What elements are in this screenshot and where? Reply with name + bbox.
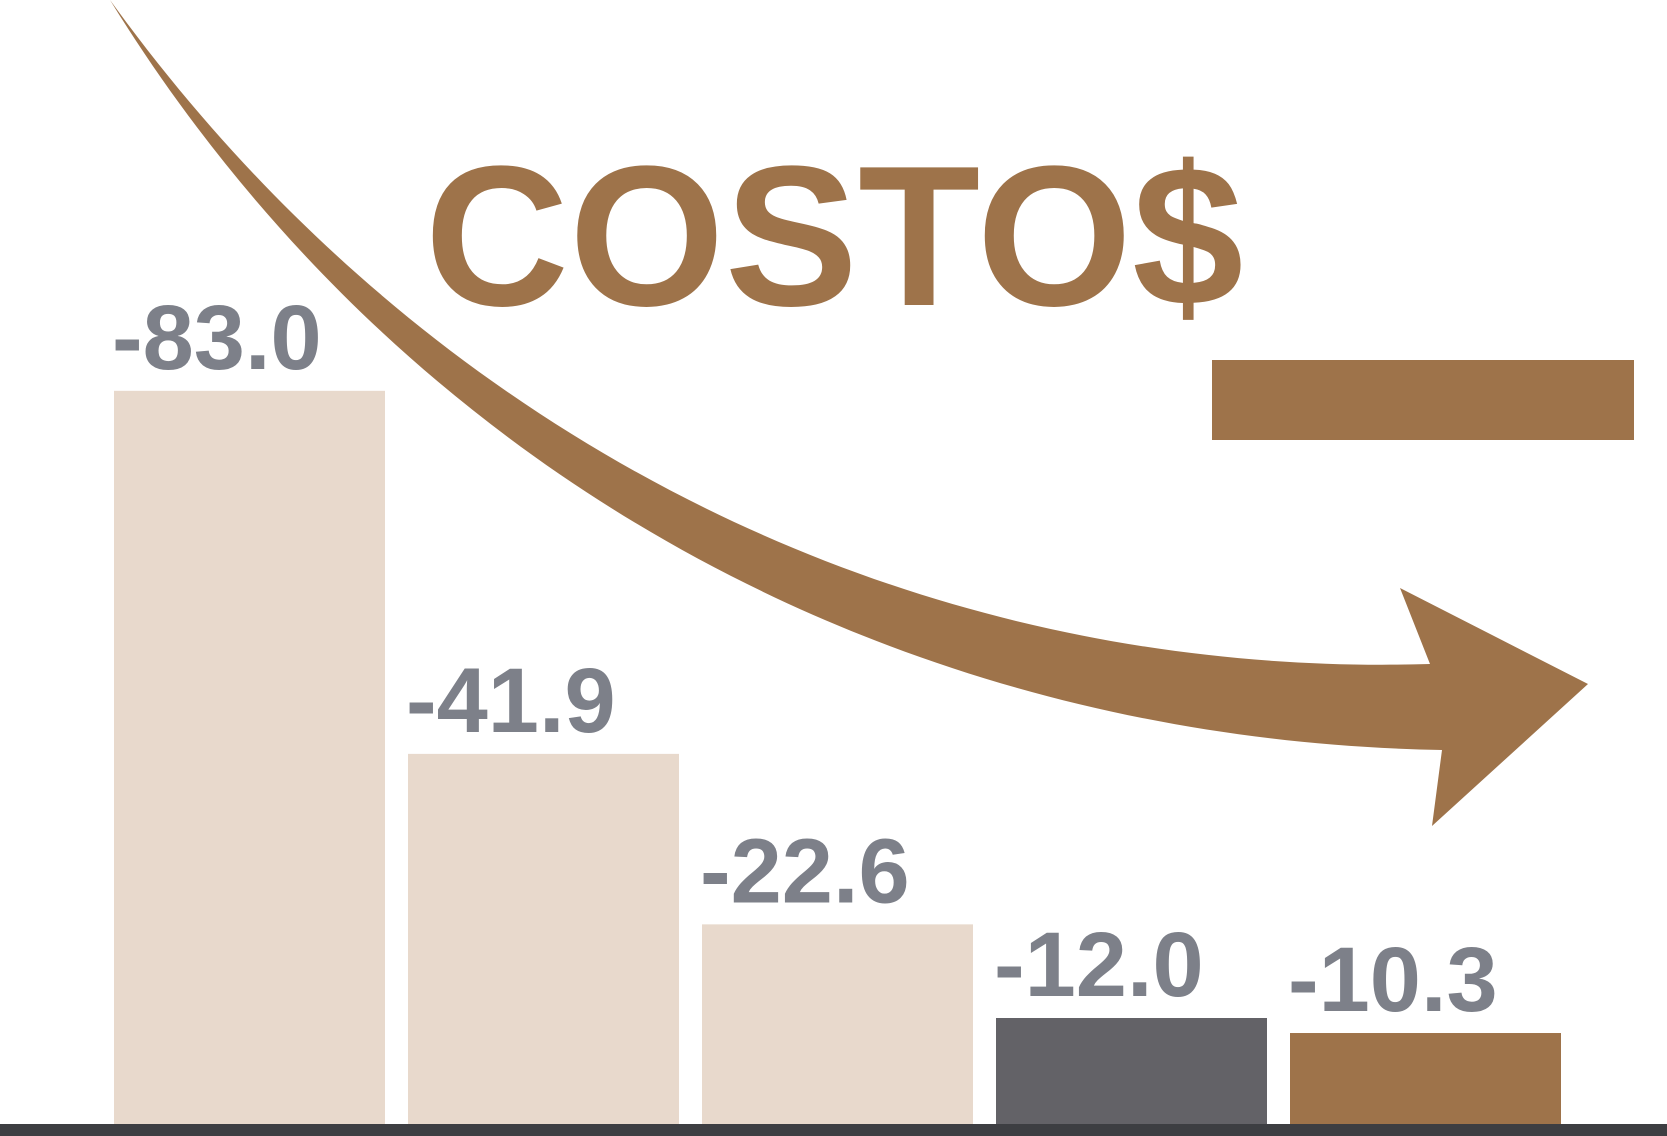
bar bbox=[114, 390, 385, 1124]
bar bbox=[996, 1018, 1267, 1124]
bar bbox=[1290, 1033, 1561, 1124]
baseline bbox=[0, 1124, 1667, 1136]
value-label: -83.0 bbox=[112, 287, 322, 389]
value-label: -41.9 bbox=[406, 650, 616, 752]
value-label: -22.6 bbox=[700, 820, 910, 922]
value-label: -12.0 bbox=[994, 914, 1204, 1016]
decor-bar bbox=[1212, 360, 1634, 440]
value-label: -10.3 bbox=[1288, 929, 1498, 1031]
bar bbox=[702, 924, 973, 1124]
trend-arrow bbox=[110, 0, 1588, 826]
chart-title: COSTO$ bbox=[425, 125, 1244, 348]
bar bbox=[408, 753, 679, 1124]
bars: -83.0 -41.9 -22.6 -12.0 -10.3 bbox=[112, 287, 1561, 1124]
